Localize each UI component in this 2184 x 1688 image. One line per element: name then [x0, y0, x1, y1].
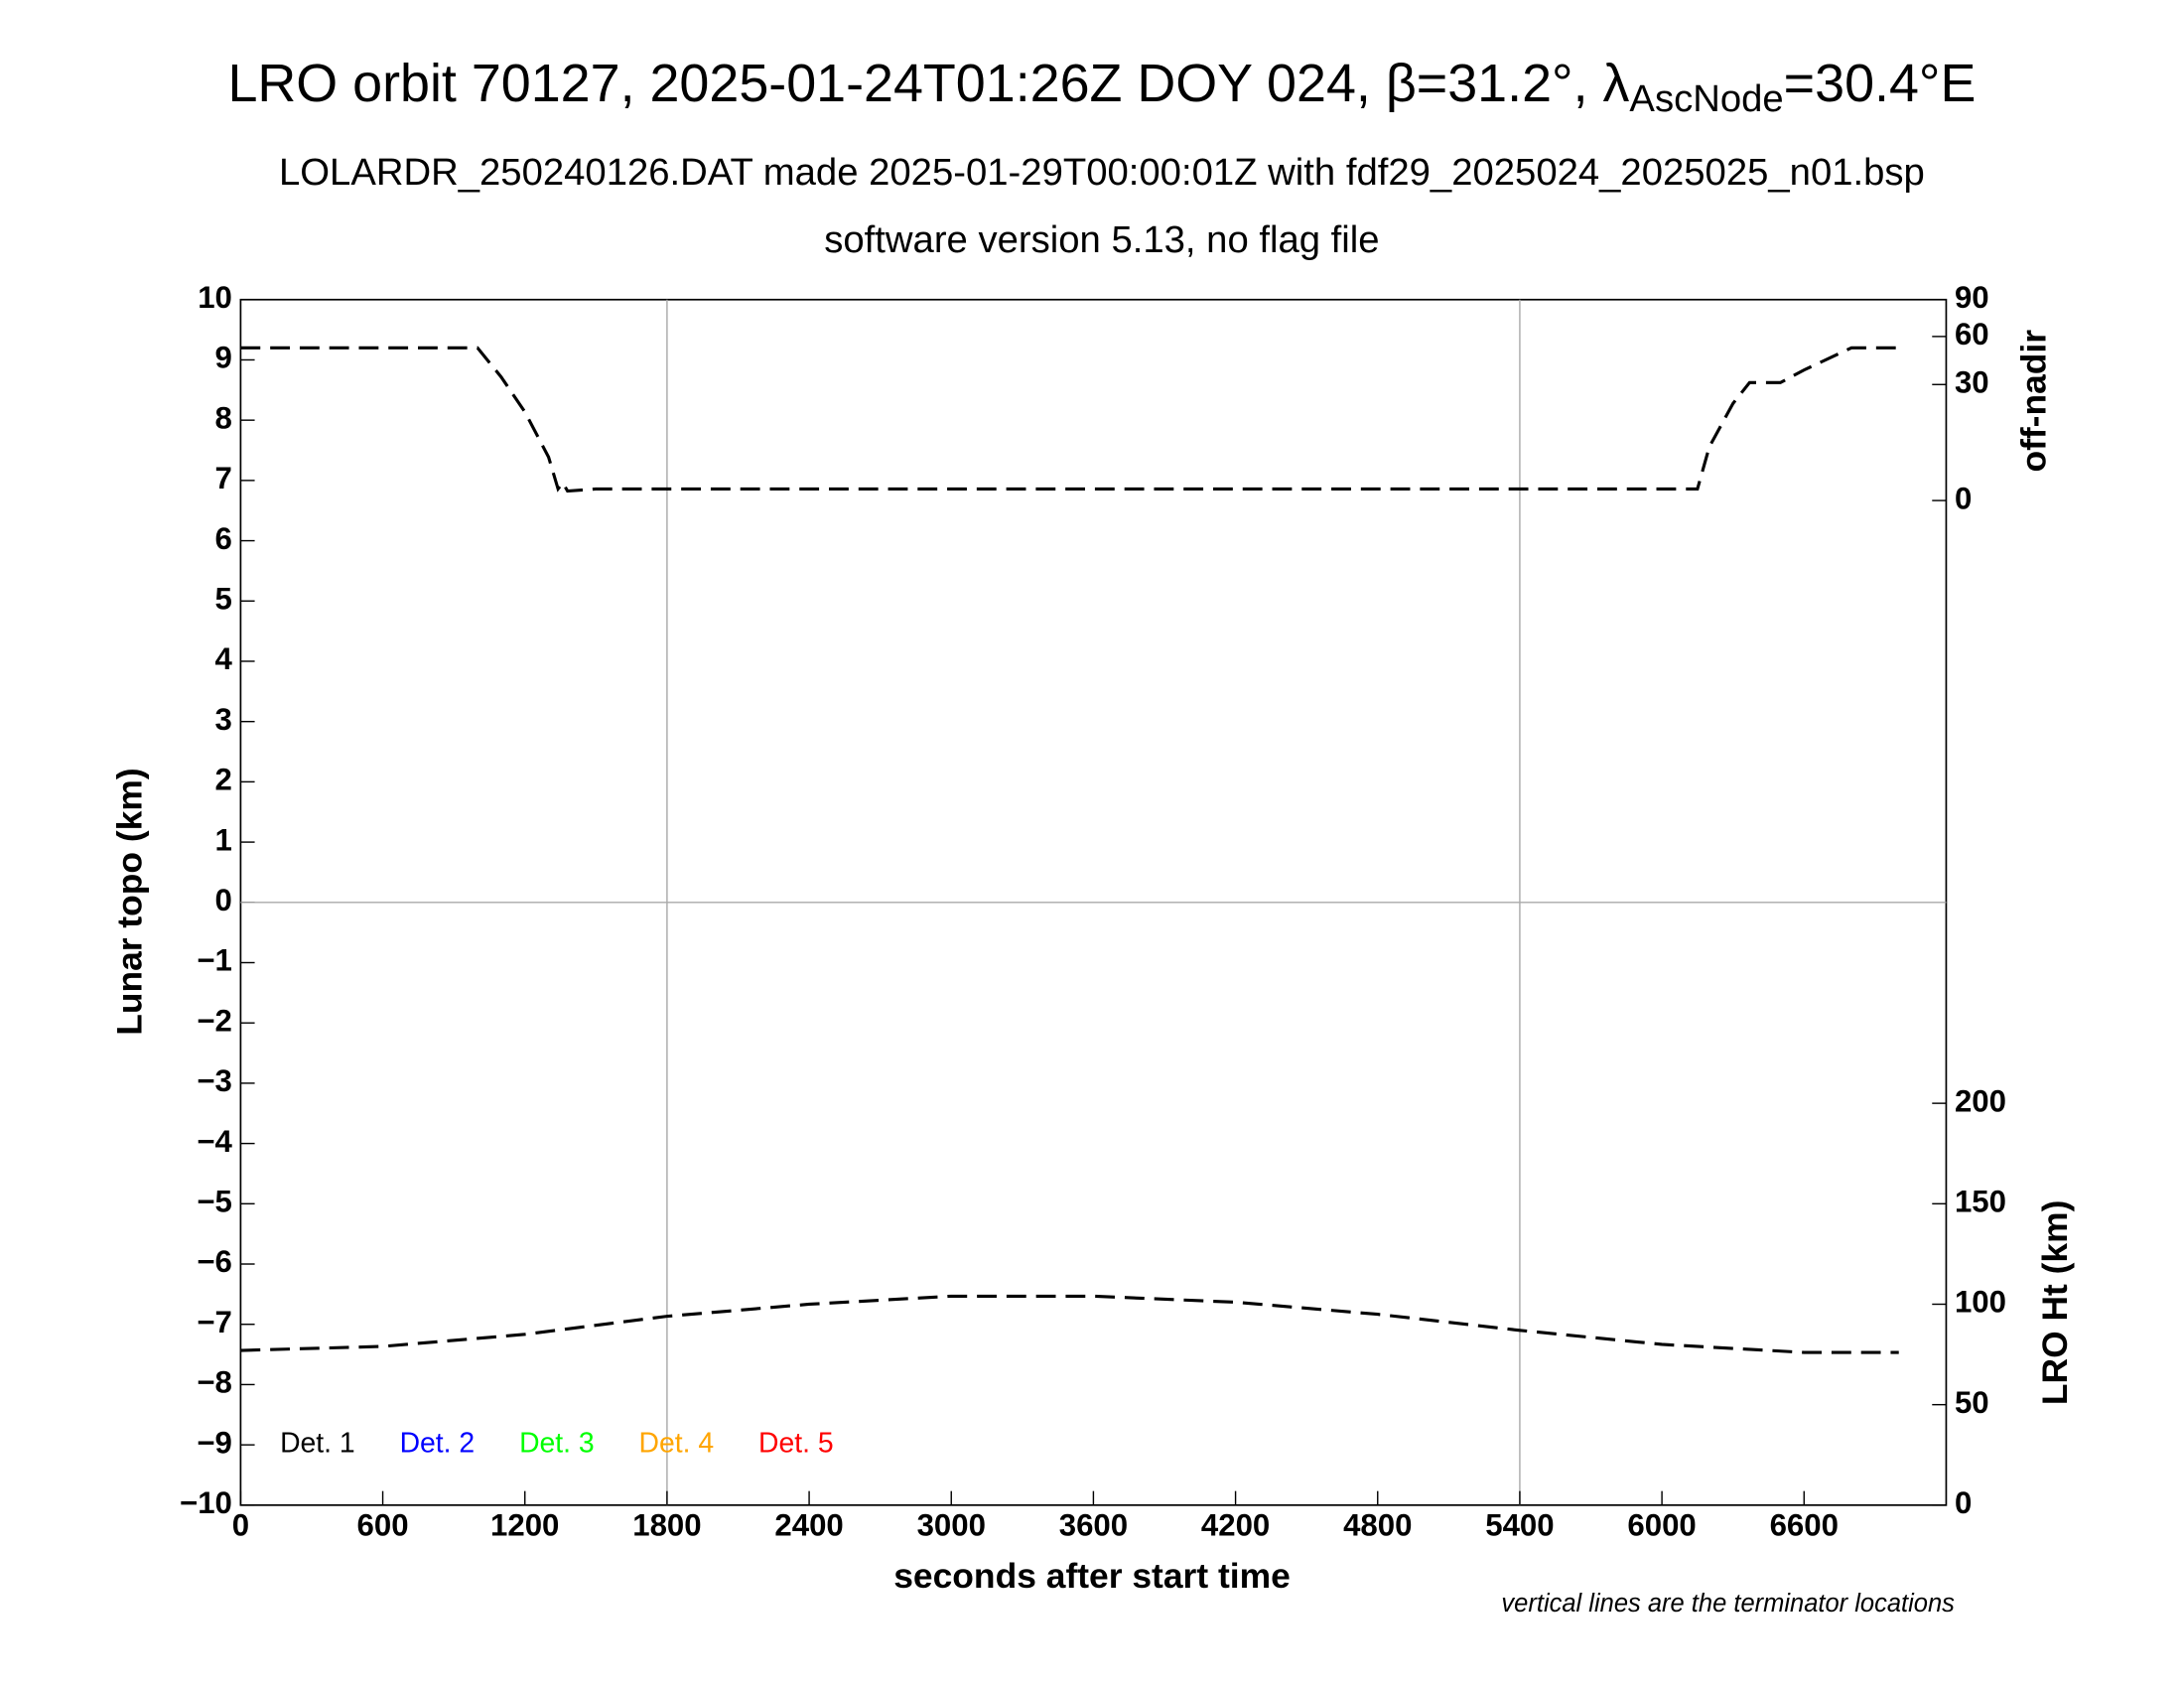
x-tick-label: 3600 — [1059, 1508, 1128, 1543]
x-tick-label: 6000 — [1627, 1508, 1696, 1543]
y3-tick-label: 0 — [1955, 1485, 1972, 1520]
x-tick-label: 1200 — [490, 1508, 559, 1543]
y-tick-label: 3 — [215, 702, 232, 737]
y3-tick-label: 150 — [1955, 1185, 2006, 1219]
y-tick-label: −8 — [197, 1365, 232, 1400]
note: vertical lines are the terminator locati… — [1501, 1590, 1955, 1618]
x-tick-label: 4200 — [1201, 1508, 1270, 1543]
y-tick-label: −9 — [197, 1425, 232, 1460]
x-tick-label: 1800 — [632, 1508, 701, 1543]
y-tick-label: 0 — [215, 883, 232, 917]
y-tick-label: 6 — [215, 521, 232, 556]
y-tick-label: −2 — [197, 1003, 232, 1038]
chart-title: LRO orbit 70127, 2025-01-24T01:26Z DOY 0… — [227, 54, 1976, 120]
x-axis-label: seconds after start time — [893, 1556, 1291, 1596]
series-line — [240, 346, 1899, 493]
y3-axis-label: LRO Ht (km) — [2035, 1200, 2075, 1405]
series-line — [240, 1294, 1899, 1354]
y3-tick-label: 200 — [1955, 1083, 2006, 1118]
y3-tick-label: 50 — [1955, 1385, 1989, 1420]
x-tick-label: 600 — [357, 1508, 409, 1543]
y-tick-label: 5 — [215, 582, 232, 617]
y-tick-label: 4 — [215, 641, 233, 676]
y-tick-label: −7 — [197, 1305, 232, 1339]
y-tick-label: 9 — [215, 341, 232, 375]
y-tick-label: −6 — [197, 1244, 232, 1279]
subtitle: LOLARDR_250240126.DAT made 2025-01-29T00… — [279, 151, 1925, 194]
y2-tick-label: 90 — [1955, 280, 1989, 315]
subtitle: software version 5.13, no flag file — [824, 218, 1379, 261]
x-tick-label: 4800 — [1343, 1508, 1412, 1543]
y-tick-label: −10 — [180, 1485, 232, 1520]
y2-tick-label: 60 — [1955, 317, 1989, 352]
legend-entry: Det. 2 — [400, 1427, 476, 1459]
y-axis-label: Lunar topo (km) — [110, 768, 150, 1035]
y-tick-label: 1 — [215, 822, 232, 857]
y2-axis-label: off-nadir — [2014, 330, 2054, 473]
legend-entry: Det. 5 — [758, 1427, 834, 1459]
x-tick-label: 2400 — [774, 1508, 843, 1543]
y2-tick-label: 30 — [1955, 365, 1989, 400]
x-tick-label: 5400 — [1485, 1508, 1554, 1543]
x-tick-label: 6600 — [1770, 1508, 1839, 1543]
y-tick-label: −5 — [197, 1185, 232, 1219]
legend-entry: Det. 1 — [280, 1427, 355, 1459]
y-tick-label: 2 — [215, 763, 232, 797]
y-tick-label: 8 — [215, 400, 232, 435]
y-tick-label: 7 — [215, 461, 232, 495]
y3-tick-label: 100 — [1955, 1285, 2006, 1320]
x-tick-label: 3000 — [917, 1508, 986, 1543]
y2-tick-label: 0 — [1955, 481, 1972, 515]
y-tick-label: 10 — [198, 280, 232, 315]
y-tick-label: −4 — [197, 1124, 232, 1159]
legend-entry: Det. 4 — [639, 1427, 715, 1459]
x-tick-label: 0 — [232, 1508, 249, 1543]
y-tick-label: −3 — [197, 1063, 232, 1098]
legend-entry: Det. 3 — [519, 1427, 595, 1459]
y-tick-label: −1 — [197, 943, 232, 978]
